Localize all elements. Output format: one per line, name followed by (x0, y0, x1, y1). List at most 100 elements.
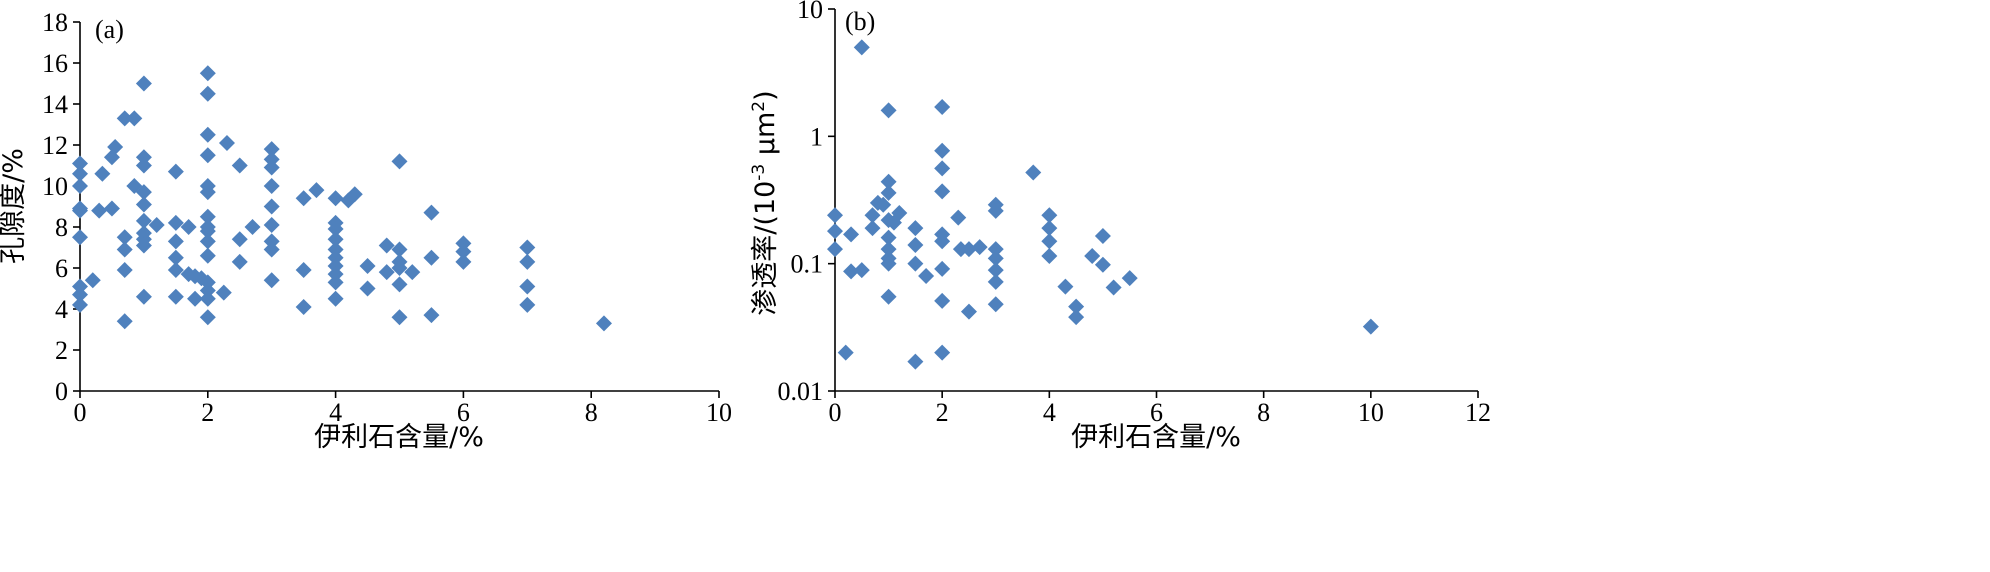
data-point (263, 241, 280, 258)
data-point (167, 249, 184, 266)
data-point (167, 288, 184, 305)
chart-b: 0 2 4 6 8 10 12 0.01 0.1 1 10 (b) 伊利石含量/% 渗透率/(10-… (749, 0, 1491, 453)
chart-a-x-label: 伊利石含量/% (314, 422, 484, 453)
data-point (880, 184, 897, 201)
data-point (1041, 247, 1058, 264)
data-point (864, 207, 881, 224)
data-point (359, 257, 376, 274)
x-tick-label: 0 (829, 398, 842, 427)
data-point (346, 186, 363, 203)
data-point (199, 309, 216, 326)
y-tick-label: 8 (55, 213, 68, 242)
data-point (72, 155, 88, 172)
x-tick-label: 4 (1043, 398, 1056, 427)
data-point (880, 255, 897, 272)
x-tick-label: 6 (1150, 398, 1163, 427)
data-point (308, 182, 325, 199)
y-tick-label: 18 (42, 8, 68, 37)
data-point (263, 272, 280, 289)
data-point (72, 278, 88, 295)
data-point (327, 290, 344, 307)
data-point (880, 229, 897, 246)
data-point (1068, 298, 1085, 315)
data-point (907, 220, 924, 237)
data-point (987, 296, 1004, 313)
data-point (72, 229, 88, 246)
data-point (199, 85, 216, 102)
data-point (187, 290, 204, 307)
data-point (987, 262, 1004, 279)
data-point (455, 243, 472, 260)
chart-b-y-label-end: ) (750, 90, 781, 101)
data-point (404, 264, 421, 281)
data-point (1057, 278, 1074, 295)
data-point (72, 286, 88, 303)
data-point (327, 249, 344, 266)
data-point (327, 241, 344, 258)
chart-b-y-label-exp1: -3 (749, 164, 769, 181)
data-point (167, 262, 184, 279)
data-point (263, 159, 280, 176)
data-point (987, 273, 1004, 290)
data-point (853, 262, 870, 279)
data-point (244, 219, 261, 235)
data-point (295, 262, 312, 279)
data-point (519, 296, 536, 313)
data-point (215, 284, 232, 301)
data-point (891, 204, 908, 221)
y-tick-label: 14 (42, 90, 68, 119)
data-point (199, 147, 216, 164)
data-point (91, 202, 108, 219)
data-point (1025, 164, 1042, 181)
data-point (72, 165, 88, 182)
data-point (934, 344, 951, 361)
data-point (950, 209, 967, 226)
data-point (263, 233, 280, 250)
data-point (295, 298, 312, 315)
data-point (1362, 318, 1379, 335)
data-point (327, 266, 344, 283)
data-point (455, 235, 472, 252)
data-point (135, 75, 152, 92)
data-point (263, 141, 280, 158)
x-tick-label: 6 (457, 398, 470, 427)
data-point (116, 262, 133, 279)
data-point (827, 207, 843, 224)
data-point (148, 216, 165, 233)
data-point (1041, 220, 1058, 237)
data-point (199, 290, 216, 307)
data-point (987, 250, 1004, 267)
data-point (423, 249, 440, 266)
data-point (1041, 233, 1058, 250)
data-point (167, 214, 184, 231)
data-point (327, 257, 344, 274)
data-point (135, 212, 152, 229)
data-point (1094, 256, 1111, 273)
data-point (827, 241, 843, 258)
chart-b-panel-label: (b) (845, 7, 875, 36)
data-point (907, 353, 924, 370)
data-point (391, 276, 408, 293)
data-point (135, 157, 152, 174)
data-point (378, 264, 395, 281)
data-point (378, 237, 395, 254)
chart-b-x-label: 伊利石含量/% (1071, 422, 1241, 453)
data-point (843, 263, 860, 280)
data-point (199, 282, 216, 299)
data-point (843, 226, 860, 243)
chart-b-y-label-exp2: 2 (749, 101, 769, 112)
data-point (391, 241, 408, 258)
chart-b-y-label: 渗透率/(10-3 μm2) (749, 90, 781, 315)
data-point (519, 278, 536, 295)
data-point (1084, 247, 1101, 264)
data-point (875, 196, 892, 213)
data-point (359, 280, 376, 297)
data-point (907, 255, 924, 272)
y-tick-label: 0 (55, 377, 68, 406)
data-point (423, 204, 440, 221)
data-point (595, 315, 612, 332)
data-point (103, 200, 120, 217)
chart-a-y-label: 孔隙度/% (0, 148, 29, 264)
data-point (199, 208, 216, 225)
data-point (391, 260, 408, 276)
